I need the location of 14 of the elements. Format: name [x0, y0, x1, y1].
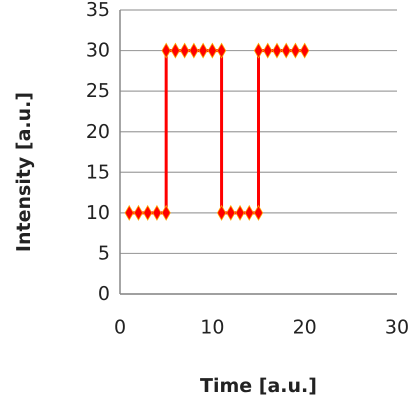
x-tick-label: 10 — [200, 316, 224, 338]
y-tick-label: 10 — [86, 202, 110, 224]
y-tick-label: 25 — [86, 80, 110, 102]
y-tick-label: 15 — [86, 161, 110, 184]
x-tick-label: 0 — [114, 316, 126, 338]
x-tick-label: 20 — [292, 316, 317, 338]
x-tick-label: 30 — [384, 316, 410, 338]
y-axis-title: Intensity [a.u.] — [13, 92, 35, 252]
y-tick-label: 30 — [86, 40, 110, 62]
y-tick-label: 35 — [86, 0, 110, 22]
y-tick-label: 0 — [98, 283, 110, 306]
y-tick-label: 5 — [98, 242, 110, 265]
y-tick-label: 20 — [86, 120, 110, 143]
x-axis-title: Time [a.u.] — [200, 375, 317, 397]
